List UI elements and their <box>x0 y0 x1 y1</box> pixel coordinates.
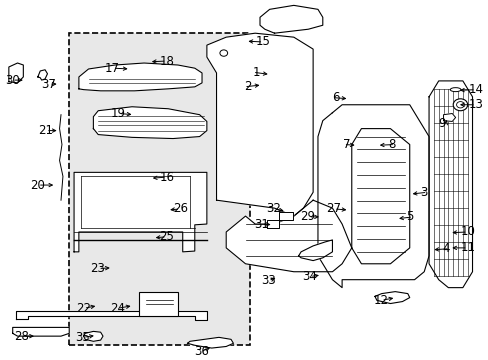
FancyBboxPatch shape <box>139 292 178 316</box>
Polygon shape <box>74 172 206 252</box>
Text: 1: 1 <box>252 66 260 78</box>
Text: 20: 20 <box>30 179 45 192</box>
Text: 37: 37 <box>41 78 56 91</box>
Polygon shape <box>16 311 206 320</box>
Text: 27: 27 <box>325 202 341 215</box>
Polygon shape <box>374 292 409 303</box>
Text: 6: 6 <box>331 91 339 104</box>
Polygon shape <box>187 337 233 348</box>
Text: 10: 10 <box>460 225 474 238</box>
Text: 13: 13 <box>468 98 483 111</box>
Polygon shape <box>267 220 279 228</box>
Text: 30: 30 <box>5 73 20 87</box>
Text: 17: 17 <box>105 62 120 75</box>
Text: 21: 21 <box>38 124 53 137</box>
Text: 11: 11 <box>460 242 474 255</box>
Text: 18: 18 <box>159 54 174 68</box>
Polygon shape <box>9 63 23 83</box>
Polygon shape <box>206 33 312 216</box>
Polygon shape <box>279 212 292 220</box>
FancyBboxPatch shape <box>69 33 250 345</box>
Text: 16: 16 <box>159 171 174 184</box>
Text: 24: 24 <box>109 302 124 315</box>
Text: 26: 26 <box>173 202 188 215</box>
Text: 9: 9 <box>438 117 445 130</box>
Text: 23: 23 <box>90 262 105 275</box>
Text: 3: 3 <box>420 186 427 199</box>
Circle shape <box>220 50 227 56</box>
Text: 25: 25 <box>159 230 174 243</box>
Polygon shape <box>93 107 206 139</box>
Text: 2: 2 <box>244 80 251 93</box>
Polygon shape <box>443 113 455 121</box>
Text: 28: 28 <box>14 330 29 343</box>
Text: 12: 12 <box>373 294 387 307</box>
Text: 32: 32 <box>266 202 281 215</box>
Polygon shape <box>13 327 69 336</box>
Text: 14: 14 <box>468 83 483 96</box>
Text: 5: 5 <box>405 210 412 223</box>
Polygon shape <box>83 331 103 341</box>
Polygon shape <box>226 200 351 272</box>
Polygon shape <box>351 129 409 264</box>
Text: 22: 22 <box>76 302 91 315</box>
Polygon shape <box>38 70 47 80</box>
Polygon shape <box>79 63 202 91</box>
Text: 15: 15 <box>256 35 270 49</box>
Text: 33: 33 <box>260 274 275 287</box>
Text: 34: 34 <box>302 270 316 283</box>
Text: 29: 29 <box>300 210 315 223</box>
Text: 19: 19 <box>110 107 125 120</box>
Text: 35: 35 <box>75 331 90 344</box>
Circle shape <box>452 99 467 111</box>
Polygon shape <box>317 105 428 288</box>
Polygon shape <box>428 81 471 288</box>
Text: 4: 4 <box>442 242 449 255</box>
Polygon shape <box>298 240 332 261</box>
Ellipse shape <box>449 88 460 92</box>
Polygon shape <box>260 5 322 33</box>
Text: 31: 31 <box>253 217 268 230</box>
Text: 36: 36 <box>194 345 209 358</box>
Text: 8: 8 <box>387 138 395 151</box>
Text: 7: 7 <box>343 138 350 151</box>
